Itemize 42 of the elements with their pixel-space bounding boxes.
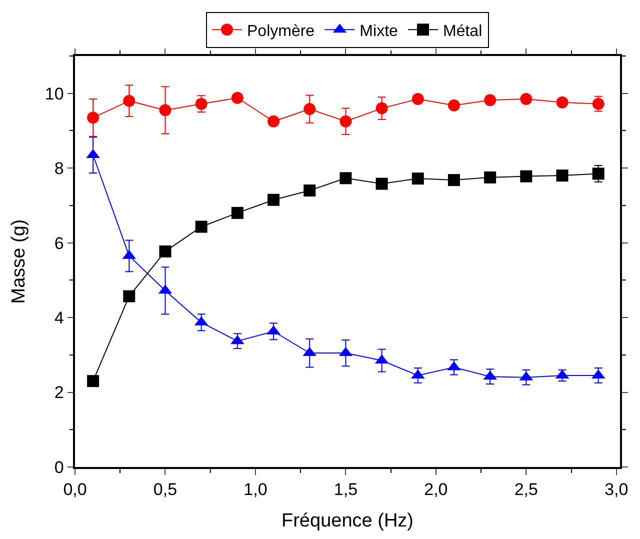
point xyxy=(340,115,352,128)
x-tick-label: 1,5 xyxy=(334,480,358,500)
point xyxy=(231,92,244,104)
point xyxy=(556,170,568,182)
point xyxy=(484,171,496,184)
y-tick-label: 2 xyxy=(54,383,64,402)
point xyxy=(159,245,172,258)
x-tick-label: 0,5 xyxy=(153,480,178,500)
point xyxy=(123,290,136,302)
point xyxy=(268,194,280,206)
point xyxy=(520,170,532,182)
y-tick-label: 10 xyxy=(44,84,64,104)
legend-label: Polymère xyxy=(247,22,315,40)
point xyxy=(448,99,460,112)
point xyxy=(159,104,172,116)
x-tick-label: 2,5 xyxy=(514,480,538,500)
point xyxy=(376,178,388,190)
point xyxy=(231,206,244,219)
x-tick-label: 0,0 xyxy=(63,480,87,500)
point xyxy=(195,220,208,233)
point xyxy=(87,112,100,124)
point xyxy=(376,102,388,114)
x-tick-label: 2,0 xyxy=(424,480,448,500)
legend-label: Mixte xyxy=(360,22,398,40)
point xyxy=(304,184,316,197)
point xyxy=(268,115,280,128)
x-axis-title: Fréquence (Hz) xyxy=(282,510,414,532)
point xyxy=(195,98,208,110)
point xyxy=(340,172,352,184)
point xyxy=(592,168,604,180)
x-tick-label: 3,0 xyxy=(604,480,628,500)
point xyxy=(304,103,316,116)
y-tick-label: 0 xyxy=(54,458,64,477)
y-tick-label: 8 xyxy=(54,159,64,178)
legend-label: Métal xyxy=(443,22,482,40)
point xyxy=(412,172,424,185)
point xyxy=(448,174,460,186)
y-axis-title: Masse (g) xyxy=(8,219,30,304)
point xyxy=(123,94,136,107)
y-tick-label: 6 xyxy=(54,234,64,253)
x-tick-label: 1,0 xyxy=(244,480,268,500)
y-tick-label: 4 xyxy=(54,308,64,328)
